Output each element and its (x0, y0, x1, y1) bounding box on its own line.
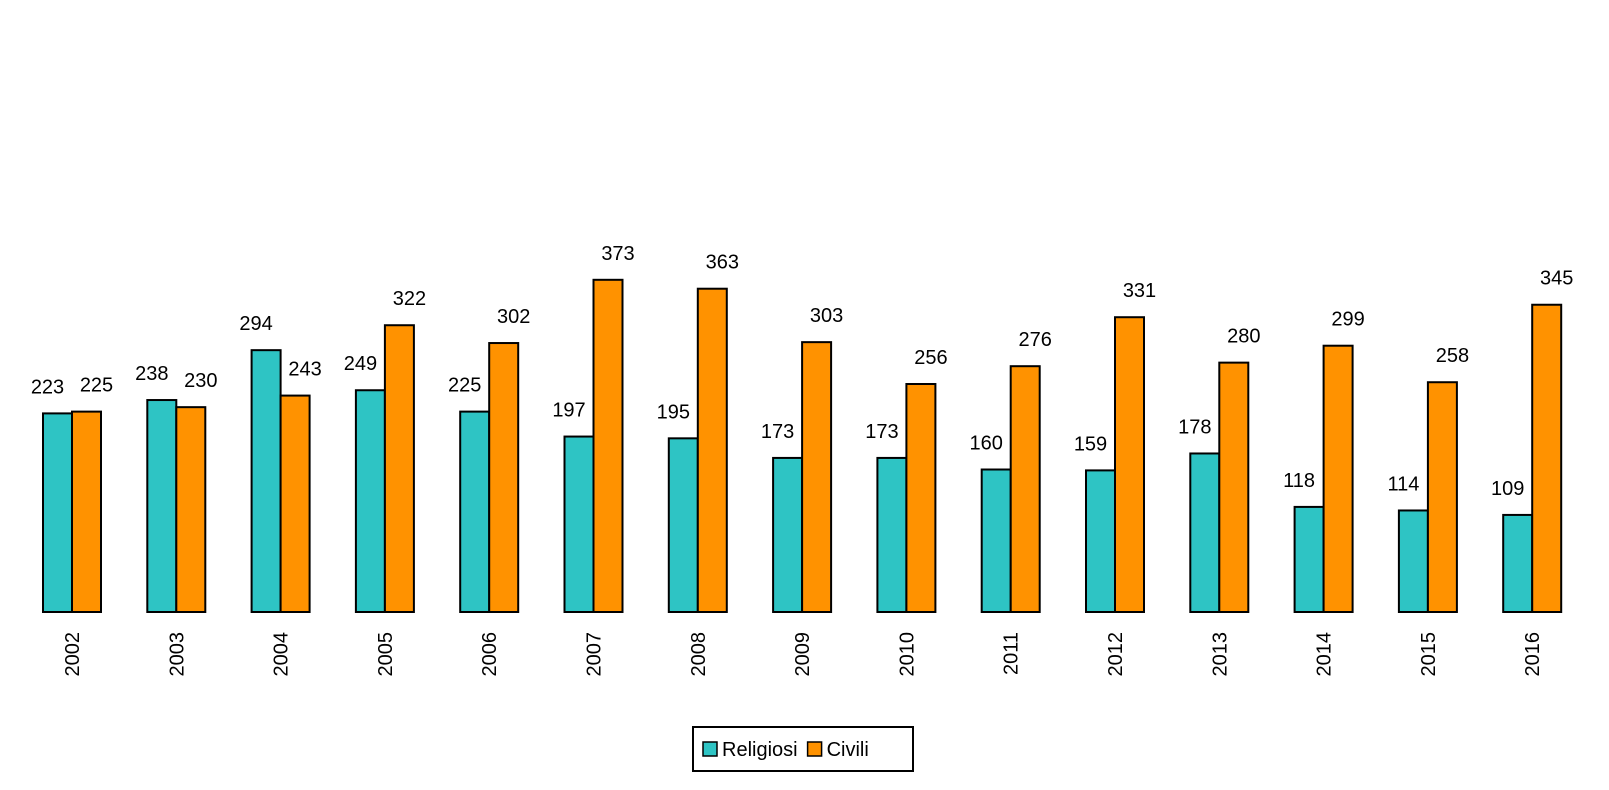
data-label-religiosi-2014: 118 (1283, 470, 1315, 492)
legend-label-civili: Civili (827, 739, 869, 761)
bar-civili-2012 (1114, 316, 1145, 613)
bar-civili-2011 (1009, 365, 1041, 613)
bar-religiosi-2002 (42, 412, 73, 614)
data-label-civili-2014: 299 (1331, 309, 1364, 331)
bar-civili-2005 (383, 324, 415, 613)
bar-civili-2008 (696, 287, 728, 613)
x-tick-label-2006: 2006 (479, 632, 501, 677)
data-label-religiosi-2012: 159 (1074, 433, 1107, 455)
legend-swatch-religiosi (702, 741, 718, 757)
data-label-civili-2008: 363 (706, 252, 739, 274)
x-tick-label-2009: 2009 (792, 632, 814, 677)
bar-religiosi-2006 (459, 410, 491, 613)
bar-civili-2014 (1322, 344, 1354, 613)
data-label-religiosi-2004: 294 (239, 313, 272, 335)
data-label-civili-2012: 331 (1123, 280, 1156, 302)
bar-religiosi-2015 (1397, 509, 1429, 613)
x-tick-label-2012: 2012 (1105, 632, 1127, 677)
bar-civili-2013 (1218, 361, 1250, 613)
bar-religiosi-2010 (876, 456, 908, 614)
bar-civili-2006 (488, 342, 520, 613)
legend-swatch-civili (806, 741, 823, 757)
data-label-civili-2010: 256 (914, 347, 947, 369)
data-label-religiosi-2007: 197 (552, 400, 585, 422)
data-label-civili-2015: 258 (1436, 345, 1469, 367)
data-label-civili-2016: 345 (1540, 268, 1573, 290)
data-label-civili-2007: 373 (601, 243, 634, 265)
data-label-civili-2009: 303 (810, 305, 843, 327)
bar-civili-2004 (279, 394, 311, 613)
data-label-religiosi-2002: 223 (31, 376, 64, 398)
x-tick-label-2007: 2007 (584, 632, 606, 677)
bar-civili-2009 (801, 341, 833, 613)
data-label-religiosi-2010: 173 (865, 421, 898, 443)
legend: Religiosi Civili (692, 726, 914, 772)
data-label-religiosi-2006: 225 (448, 375, 481, 397)
x-tick-label-2004: 2004 (271, 632, 293, 677)
data-label-civili-2013: 280 (1227, 326, 1260, 348)
bar-religiosi-2003 (146, 399, 178, 613)
bar-civili-2002 (71, 410, 102, 613)
data-label-civili-2002: 225 (80, 375, 113, 397)
data-label-religiosi-2003: 238 (135, 363, 168, 385)
bar-religiosi-2009 (772, 456, 804, 614)
x-tick-label-2014: 2014 (1314, 632, 1336, 677)
bars-layer (42, 278, 1563, 614)
bar-religiosi-2011 (980, 468, 1012, 613)
bar-religiosi-2007 (563, 435, 595, 613)
x-tick-label-2016: 2016 (1522, 632, 1544, 677)
data-label-religiosi-2015: 114 (1387, 473, 1419, 495)
bar-civili-2003 (175, 406, 207, 613)
bar-religiosi-2013 (1189, 452, 1221, 613)
x-tick-label-2003: 2003 (166, 632, 188, 677)
bar-civili-2007 (592, 278, 624, 613)
data-label-religiosi-2011: 160 (970, 433, 1003, 455)
bar-religiosi-2012 (1085, 469, 1116, 613)
data-label-religiosi-2016: 109 (1491, 478, 1524, 500)
data-label-religiosi-2013: 178 (1178, 416, 1211, 438)
bar-religiosi-2014 (1293, 505, 1325, 614)
bar-religiosi-2004 (250, 349, 282, 613)
bar-civili-2010 (905, 383, 937, 614)
bar-religiosi-2005 (354, 389, 386, 613)
x-tick-label-2013: 2013 (1209, 632, 1231, 677)
x-tick-label-2010: 2010 (896, 632, 918, 677)
bar-religiosi-2016 (1502, 513, 1534, 614)
x-tick-label-2005: 2005 (375, 632, 397, 677)
data-labels-layer: 223 225 238 230 294 243 249 322 225 302 197 373 195 3… (31, 243, 1574, 500)
bar-civili-2016 (1531, 303, 1563, 613)
x-tick-label-2002: 2002 (62, 632, 84, 677)
bar-civili-2015 (1426, 381, 1458, 613)
data-label-religiosi-2005: 249 (344, 353, 377, 375)
bar-religiosi-2008 (667, 437, 699, 614)
data-label-civili-2004: 243 (288, 359, 321, 381)
x-tick-label-2008: 2008 (688, 632, 710, 677)
legend-box (692, 726, 914, 772)
data-label-religiosi-2009: 173 (761, 421, 794, 443)
x-tick-label-2011: 2011 (1001, 632, 1023, 675)
legend-label-religiosi: Religiosi (722, 739, 798, 761)
data-label-civili-2003: 230 (184, 370, 217, 392)
data-label-civili-2006: 302 (497, 306, 530, 328)
data-label-civili-2011: 276 (1019, 329, 1052, 351)
x-tick-labels-layer: 2002 2003 2004 2005 2006 2007 2008 2009 2010 2011… (62, 632, 1544, 677)
data-label-civili-2005: 322 (393, 288, 426, 310)
data-label-religiosi-2008: 195 (657, 401, 690, 423)
x-tick-label-2015: 2015 (1418, 632, 1440, 677)
